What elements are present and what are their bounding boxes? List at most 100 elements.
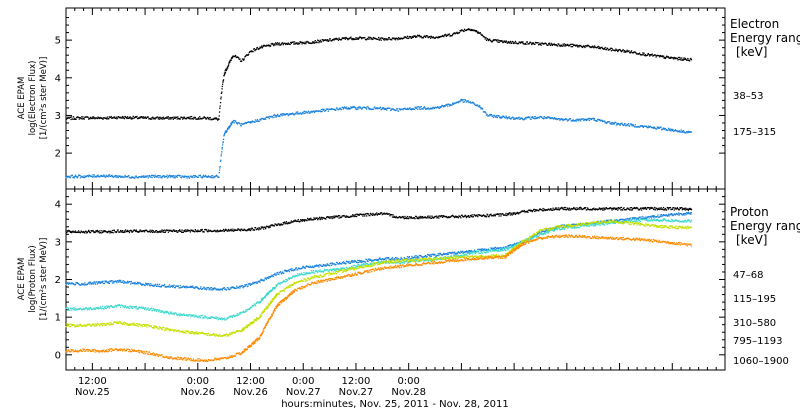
data-point (274, 273, 275, 274)
data-point (194, 288, 195, 289)
data-point (80, 232, 81, 233)
data-point (297, 269, 298, 270)
data-point (232, 229, 233, 230)
data-point (677, 58, 678, 59)
data-point (563, 44, 564, 45)
data-point (90, 232, 91, 233)
data-point (441, 106, 442, 107)
data-point (81, 116, 82, 117)
data-point (367, 263, 368, 264)
data-point (640, 207, 641, 208)
data-point (314, 272, 315, 273)
electron-ylabel-line2: log(Electron Flux) (28, 61, 38, 136)
data-point (270, 45, 271, 46)
data-point (505, 250, 506, 251)
data-point (118, 177, 119, 178)
data-point (497, 39, 498, 40)
data-point (274, 114, 275, 115)
data-point (113, 232, 114, 233)
data-point (453, 252, 454, 253)
data-point (411, 256, 412, 257)
data-point (672, 129, 673, 130)
data-point (148, 116, 149, 117)
data-point (172, 117, 173, 118)
data-point (222, 86, 223, 87)
data-point (404, 216, 405, 217)
data-point (487, 250, 488, 251)
data-point (462, 251, 463, 252)
data-point (378, 37, 379, 38)
data-point (469, 254, 470, 255)
data-point (561, 207, 562, 208)
data-point (573, 207, 574, 208)
data-point (485, 37, 486, 38)
data-point (586, 46, 587, 47)
data-point (180, 285, 181, 286)
data-point (489, 39, 490, 40)
data-point (77, 232, 78, 233)
data-point (173, 119, 174, 120)
data-point (149, 309, 150, 310)
data-point (691, 209, 692, 210)
data-point (166, 175, 167, 176)
data-point (212, 289, 213, 290)
data-point (288, 269, 289, 270)
data-point (72, 175, 73, 176)
data-point (683, 213, 684, 214)
data-point (563, 45, 564, 46)
data-point (329, 265, 330, 266)
data-point (174, 176, 175, 177)
data-point (357, 265, 358, 266)
data-point (355, 107, 356, 108)
data-point (660, 216, 661, 217)
data-point (123, 232, 124, 233)
data-point (127, 116, 128, 117)
data-point (258, 229, 259, 230)
data-point (274, 274, 275, 275)
data-point (236, 288, 237, 289)
data-point (294, 41, 295, 42)
data-point (297, 273, 298, 274)
data-point (518, 43, 519, 44)
data-point (325, 110, 326, 111)
data-point (246, 284, 247, 285)
data-point (190, 231, 191, 232)
data-point (240, 313, 241, 314)
data-point (313, 219, 314, 220)
data-point (303, 113, 304, 114)
data-point (496, 115, 497, 116)
data-point (106, 305, 107, 306)
data-point (206, 289, 207, 290)
data-point (322, 219, 323, 220)
data-point (108, 306, 109, 307)
data-point (350, 37, 351, 38)
data-point (557, 45, 558, 46)
data-point (283, 223, 284, 224)
data-point (305, 43, 306, 44)
data-point (151, 230, 152, 231)
data-point (368, 213, 369, 214)
data-point (357, 260, 358, 261)
data-point (231, 60, 232, 61)
data-point (120, 280, 121, 281)
data-point (221, 93, 222, 94)
data-point (158, 118, 159, 119)
data-point (604, 120, 605, 121)
data-point (626, 209, 627, 210)
data-point (362, 214, 363, 215)
data-point (222, 230, 223, 231)
data-point (98, 281, 99, 282)
data-point (685, 208, 686, 209)
data-point (622, 123, 623, 124)
data-point (176, 230, 177, 231)
data-point (161, 117, 162, 118)
data-point (542, 208, 543, 209)
data-point (594, 118, 595, 119)
data-point (135, 307, 136, 308)
data-point (505, 117, 506, 118)
data-point (469, 217, 470, 218)
data-point (497, 117, 498, 118)
data-point (342, 107, 343, 108)
data-point (611, 122, 612, 123)
data-point (73, 116, 74, 117)
